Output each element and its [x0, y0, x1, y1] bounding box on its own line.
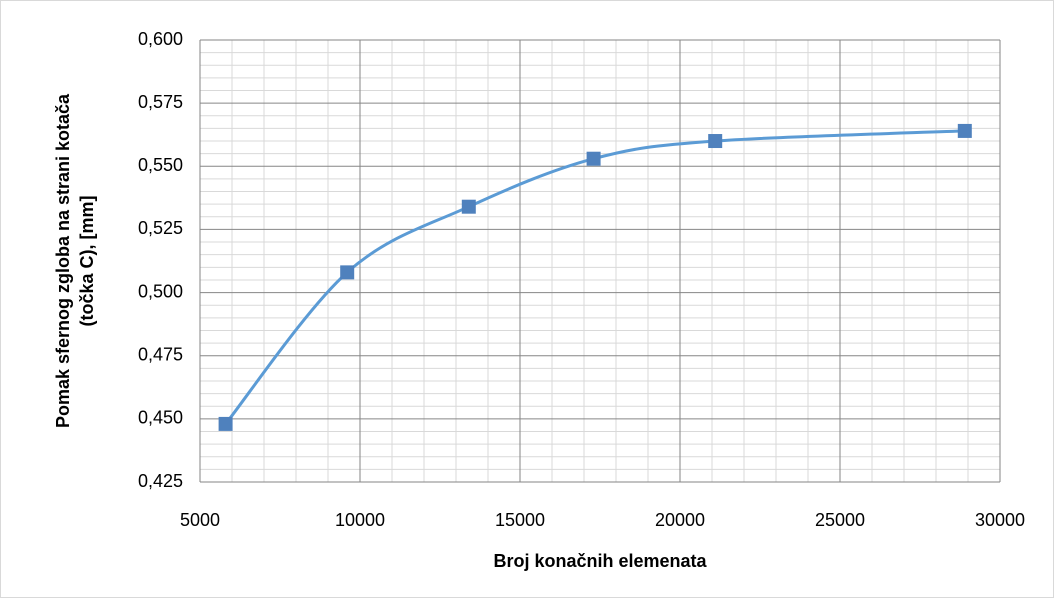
x-tick-label: 5000	[180, 510, 220, 530]
data-point	[218, 416, 233, 431]
x-tick-label: 20000	[655, 510, 705, 530]
y-tick-label: 0,425	[138, 471, 183, 491]
y-tick-label: 0,450	[138, 408, 183, 428]
series-line	[224, 129, 965, 425]
data-point	[586, 151, 601, 166]
y-tick-label: 0,475	[138, 344, 183, 364]
data-point	[708, 134, 723, 149]
y-axis-title: Pomak sfernog zgloba na strani kotača	[53, 93, 73, 428]
x-axis-title: Broj konačnih elemenata	[493, 551, 707, 571]
x-tick-label: 25000	[815, 510, 865, 530]
y-tick-label: 0,575	[138, 92, 183, 112]
y-tick-label: 0,550	[138, 155, 183, 175]
grid	[199, 39, 1001, 483]
x-tick-label: 30000	[975, 510, 1025, 530]
data-point	[340, 265, 355, 280]
x-tick-label: 10000	[335, 510, 385, 530]
y-axis-title: (točka C), [mm]	[77, 195, 97, 326]
y-tick-label: 0,525	[138, 218, 183, 238]
x-tick-label: 15000	[495, 510, 545, 530]
y-tick-label: 0,600	[138, 29, 183, 49]
y-tick-label: 0,500	[138, 281, 183, 301]
data-point	[461, 199, 476, 214]
data-point	[957, 123, 972, 138]
